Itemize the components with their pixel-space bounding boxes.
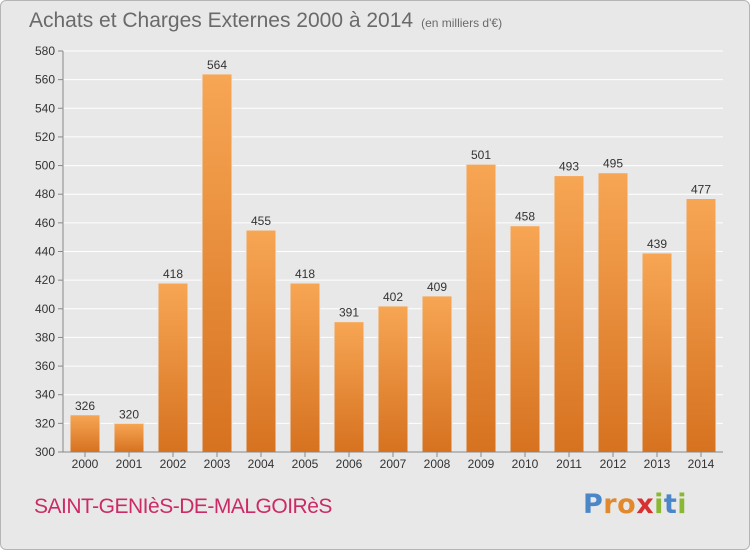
data-label: 458 [515, 210, 535, 224]
y-tick-label: 400 [35, 302, 55, 316]
y-tick-label: 440 [35, 245, 55, 259]
chart-subtitle: (en milliers d'€) [421, 16, 503, 30]
logo-letter: o [617, 489, 637, 520]
logo-letter: i [677, 489, 688, 520]
bar [69, 414, 101, 453]
x-tick-label: 2008 [424, 457, 451, 471]
data-label: 418 [163, 267, 183, 281]
x-tick-label: 2009 [468, 457, 495, 471]
data-label: 477 [691, 183, 711, 197]
x-tick-label: 2005 [292, 457, 319, 471]
logo-letter: t [663, 489, 678, 520]
y-tick-label: 420 [35, 273, 55, 287]
data-label: 495 [603, 157, 623, 171]
proxiti-logo: Proxiti [583, 489, 687, 520]
x-tick-label: 2003 [204, 457, 231, 471]
x-tick-label: 2001 [116, 457, 143, 471]
data-label: 418 [295, 267, 315, 281]
x-tick-label: 2000 [72, 457, 99, 471]
bar [289, 282, 321, 453]
y-tick-label: 540 [35, 101, 55, 115]
y-axis: 300 320 340 360 380 400 420 440 460 480 500 520 540 5… [35, 44, 64, 459]
data-label: 439 [647, 237, 667, 251]
x-tick-label: 2004 [248, 457, 275, 471]
x-tick-label: 2011 [556, 457, 582, 471]
y-tick-label: 500 [35, 159, 55, 173]
x-tick-label: 2014 [688, 457, 715, 471]
data-label: 564 [207, 58, 227, 72]
y-tick-label: 480 [35, 187, 55, 201]
x-tick-label: 2012 [600, 457, 627, 471]
data-label: 455 [251, 214, 271, 228]
bar [245, 229, 277, 453]
bar [465, 163, 497, 453]
y-tick-label: 340 [35, 388, 55, 402]
bar [113, 422, 145, 453]
bars [69, 73, 717, 453]
x-tick-label: 2010 [512, 457, 539, 471]
bar [157, 282, 189, 453]
bar [553, 175, 585, 453]
x-tick-label: 2013 [644, 457, 671, 471]
data-label: 409 [427, 280, 447, 294]
bar [333, 321, 365, 453]
y-tick-label: 380 [35, 330, 55, 344]
data-label: 402 [383, 290, 403, 304]
x-tick-label: 2006 [336, 457, 363, 471]
logo-letter: i [654, 489, 664, 520]
city-name: SAINT-GENIèS-DE-MALGOIRèS [34, 495, 332, 518]
data-label: 493 [559, 160, 579, 174]
y-tick-label: 320 [35, 416, 55, 430]
x-tick-label: 2007 [380, 457, 407, 471]
y-tick-label: 460 [35, 216, 55, 230]
bar [201, 73, 233, 453]
logo-letter: r [603, 489, 618, 520]
x-axis: 2000 2001 2002 2003 2004 2005 2006 2007 2008 2009… [63, 451, 723, 471]
bar [685, 198, 717, 453]
logo-letter: x [636, 489, 655, 520]
data-label: 320 [119, 407, 139, 421]
y-tick-label: 300 [35, 445, 55, 459]
data-label: 501 [471, 148, 491, 162]
data-label: 391 [339, 306, 359, 320]
chart-title: Achats et Charges Externes 2000 à 2014 (e… [29, 9, 502, 33]
chart-title-text: Achats et Charges Externes 2000 à 2014 [29, 9, 414, 32]
data-label: 326 [75, 399, 95, 413]
bar [509, 225, 541, 453]
data-labels: 326 320 418 564 455 418 391 402 409 501 458 493 495 4… [75, 58, 711, 421]
bar [377, 305, 409, 453]
bar [641, 252, 673, 453]
y-tick-label: 520 [35, 130, 55, 144]
x-tick-label: 2002 [160, 457, 187, 471]
y-tick-label: 360 [35, 359, 55, 373]
y-tick-label: 560 [35, 73, 55, 87]
y-tick-label: 580 [35, 44, 55, 58]
bar [421, 295, 453, 453]
bar [597, 172, 629, 453]
logo-letter: P [583, 489, 604, 520]
